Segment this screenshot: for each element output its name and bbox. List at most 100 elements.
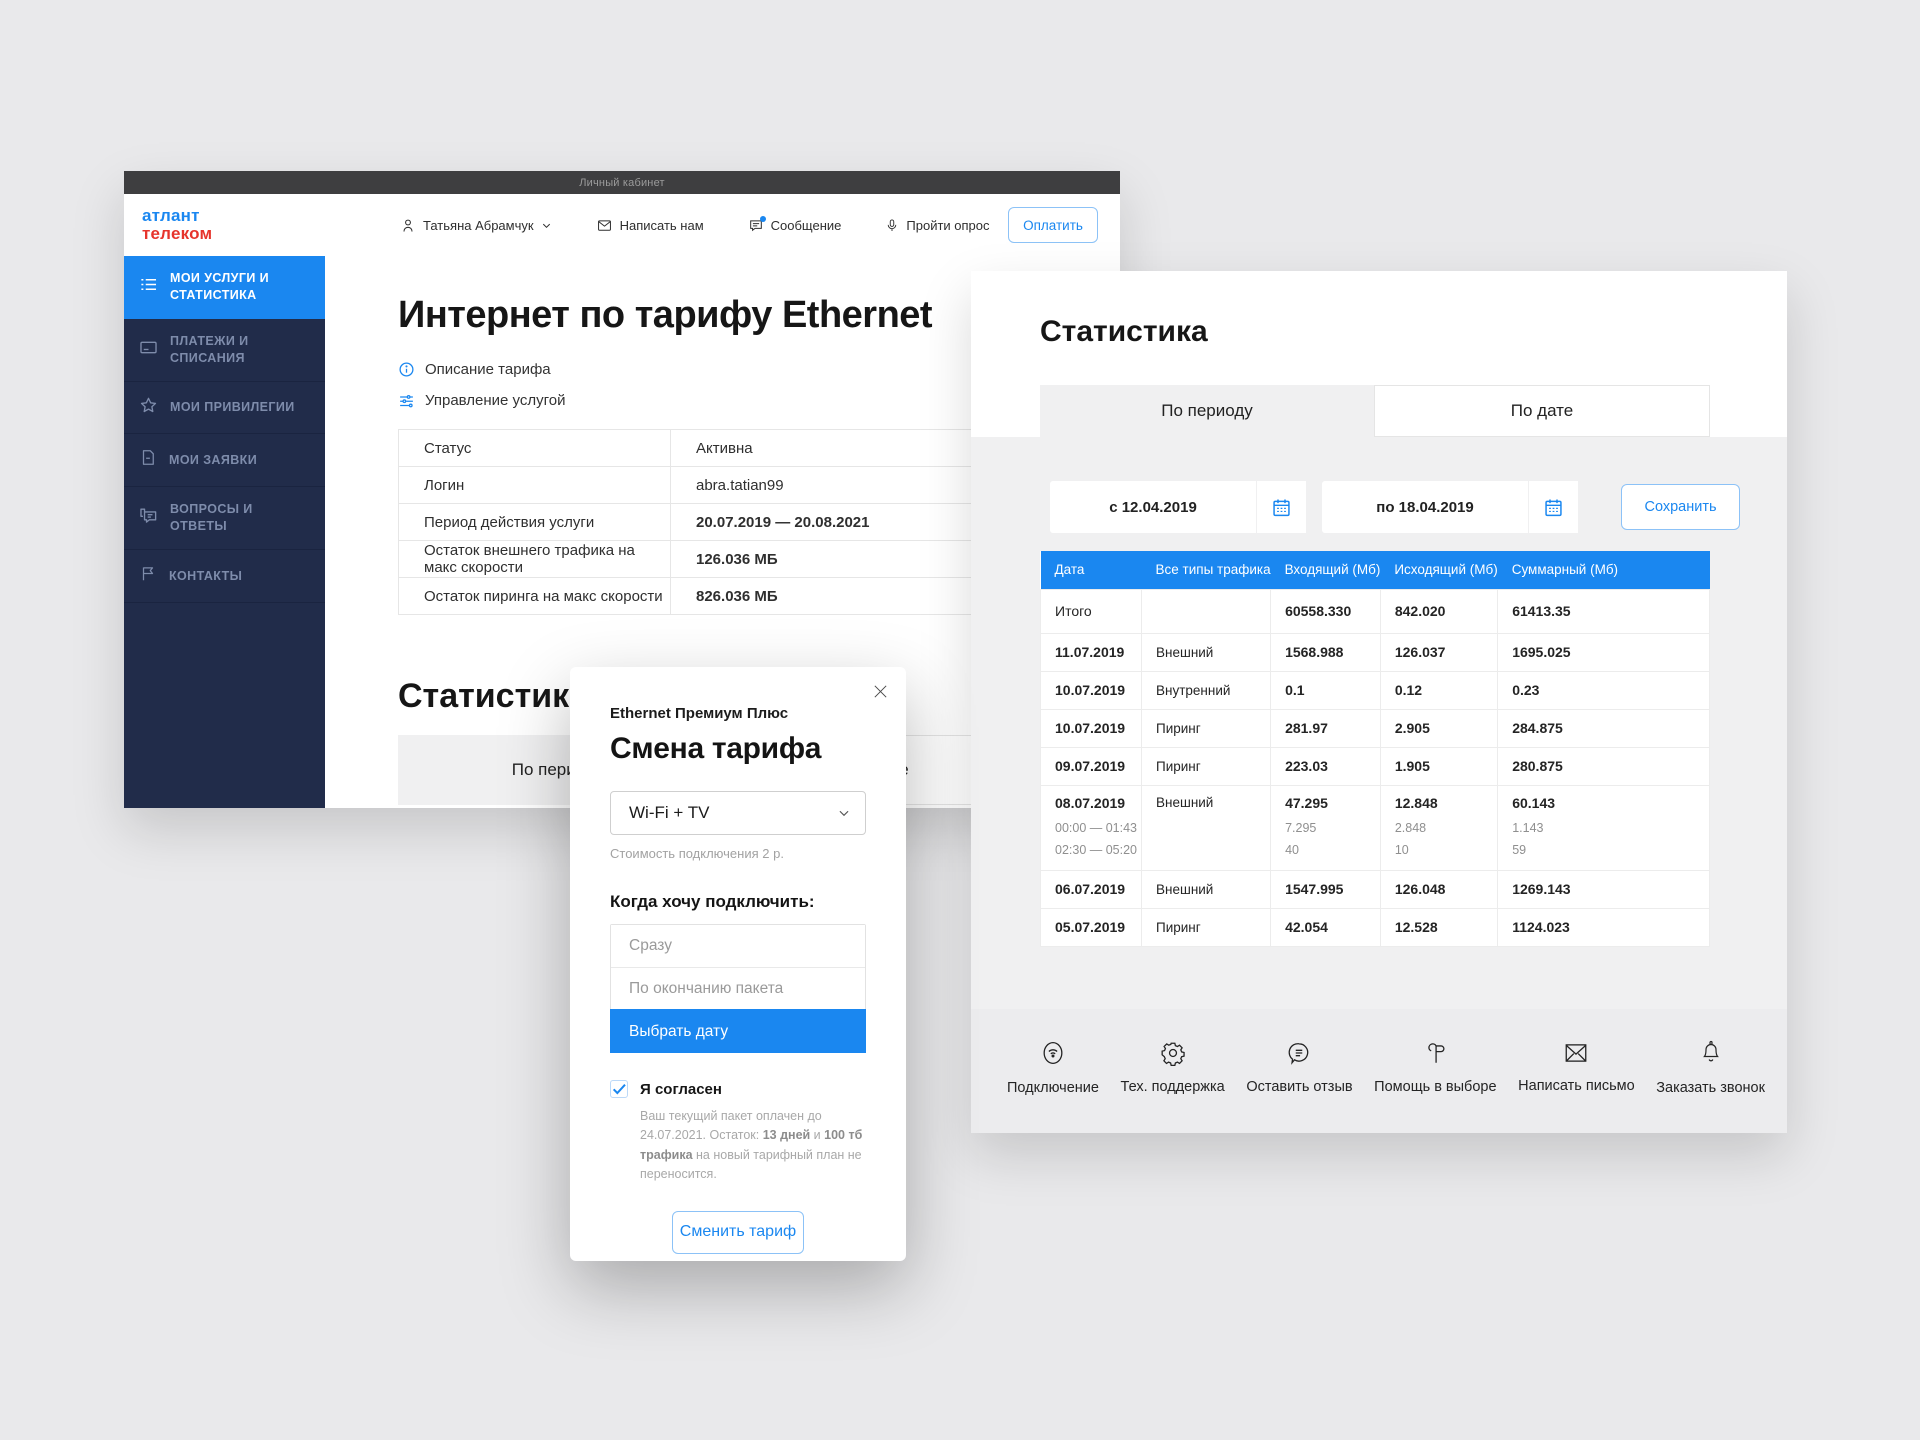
cell-incoming: 47.295 7.295 40 <box>1270 784 1381 871</box>
period-panel: с 12.04.2019 по 18.04.2019 Сохранить Дат… <box>971 437 1787 1009</box>
sub-value: 40 <box>1285 843 1299 857</box>
chevron-down-icon <box>541 220 552 231</box>
cell-total: 1695.025 <box>1497 632 1710 672</box>
table-row: Статус Активна <box>398 429 988 467</box>
cell-total: 0.23 <box>1497 670 1710 710</box>
write-us-link[interactable]: Написать нам <box>596 218 704 233</box>
close-icon[interactable] <box>868 679 892 703</box>
action-choice-help[interactable]: Помощь в выборе <box>1374 1040 1497 1095</box>
agree-label: Я согласен <box>640 1080 722 1098</box>
star-icon <box>139 396 158 420</box>
sidebar-item-label: КОНТАКТЫ <box>169 568 243 583</box>
tab-by-date[interactable]: По дате <box>1374 385 1710 437</box>
sub-value: 10 <box>1394 843 1409 857</box>
tariff-description-link[interactable]: Описание тарифа <box>398 361 1120 378</box>
change-tariff-button[interactable]: Сменить тариф <box>672 1210 804 1254</box>
info-value: Активна <box>670 429 988 467</box>
col-outgoing: Исходящий (Мб) <box>1380 551 1498 589</box>
action-tech-support[interactable]: Тех. поддержка <box>1121 1040 1225 1095</box>
cell-type: Пиринг <box>1141 746 1272 786</box>
sidebar-item-label: МОИ ЗАЯВКИ <box>169 452 258 467</box>
cell-incoming: 60558.330 <box>1270 588 1381 634</box>
table-row: 06.07.2019 Внешний 1547.995 126.048 1269… <box>1039 869 1710 909</box>
tariff-select[interactable]: Wi-Fi + TV <box>610 791 866 835</box>
cell-outgoing: 12.528 <box>1379 907 1499 947</box>
cell-date: 10.07.2019 <box>1039 670 1143 710</box>
option-choose-date[interactable]: Выбрать дату <box>610 1009 866 1053</box>
calendar-icon[interactable] <box>1528 481 1578 533</box>
action-feedback[interactable]: Оставить отзыв <box>1246 1040 1353 1095</box>
cell-type: Внешний <box>1141 632 1272 672</box>
calendar-icon[interactable] <box>1256 481 1306 533</box>
sidebar-item-privileges[interactable]: МОИ ПРИВИЛЕГИИ <box>124 382 325 435</box>
sidebar-item-label: МОИ ПРИВИЛЕГИИ <box>170 400 295 414</box>
cell-type <box>1141 588 1272 634</box>
sidebar-item-services[interactable]: МОИ УСЛУГИ И СТАТИСТИКА <box>124 256 325 319</box>
gear-icon <box>1160 1040 1186 1070</box>
titlebar-text: Личный кабинет <box>579 176 665 189</box>
pay-button[interactable]: Оплатить <box>1008 207 1098 243</box>
checkbox-checked-icon[interactable] <box>610 1080 628 1098</box>
user-menu[interactable]: Татьяна Абрамчук <box>400 217 552 234</box>
cell-date: 10.07.2019 <box>1039 708 1143 748</box>
tariff-select-value: Wi-Fi + TV <box>629 803 710 822</box>
user-name: Татьяна Абрамчук <box>423 217 534 233</box>
cell-total: 1269.143 <box>1497 869 1710 909</box>
cell-outgoing: 1.905 <box>1379 746 1499 786</box>
cell-outgoing: 2.905 <box>1379 708 1499 748</box>
cell-outgoing: 12.848 2.848 10 <box>1379 784 1499 871</box>
logo-line-2: телеком <box>142 224 213 243</box>
survey-label: Пройти опрос <box>906 217 990 233</box>
info-value: 126.036 МБ <box>670 540 988 578</box>
quick-actions-bar: Подключение Тех. поддержка Оставить отзы… <box>971 1009 1787 1133</box>
agree-checkbox-row[interactable]: Я согласен <box>610 1080 866 1098</box>
write-us-label: Написать нам <box>619 217 704 233</box>
messages-label: Сообщение <box>770 217 842 233</box>
flag-icon <box>139 564 157 588</box>
sidebar-item-faq[interactable]: ВОПРОСЫ И ОТВЕТЫ <box>124 487 325 550</box>
info-label: Остаток внешнего трафика на макс скорост… <box>398 540 671 578</box>
info-label: Период действия услуги <box>398 503 671 541</box>
option-immediately[interactable]: Сразу <box>611 925 865 967</box>
option-after-package[interactable]: По окончанию пакета <box>611 967 865 1009</box>
cell-total: 61413.35 <box>1497 588 1710 634</box>
tab-by-period[interactable]: По периоду <box>1040 385 1374 437</box>
sub-value: 1.143 <box>1512 820 1544 835</box>
sidebar-item-requests[interactable]: МОИ ЗАЯВКИ <box>124 434 325 488</box>
survey-link[interactable]: Пройти опрос <box>885 217 990 234</box>
brand-logo[interactable]: атлант телеком <box>142 207 252 243</box>
sidebar-item-payments[interactable]: ПЛАТЕЖИ И СПИСАНИЯ <box>124 319 325 382</box>
cell-outgoing: 0.12 <box>1379 670 1499 710</box>
action-order-call[interactable]: Заказать звонок <box>1656 1039 1765 1096</box>
col-type: Все типы трафика <box>1141 551 1271 589</box>
action-connection[interactable]: Подключение <box>1007 1039 1099 1096</box>
statistics-heading: Статистика <box>398 677 589 715</box>
col-incoming: Входящий (Мб) <box>1270 551 1381 589</box>
col-date: Дата <box>1040 551 1142 589</box>
info-icon <box>398 361 415 378</box>
messages-link[interactable]: Сообщение <box>748 215 842 233</box>
table-row: 05.07.2019 Пиринг 42.054 12.528 1124.023 <box>1039 907 1710 947</box>
cell-incoming: 223.03 <box>1270 746 1381 786</box>
action-write-letter[interactable]: Написать письмо <box>1518 1041 1635 1094</box>
cell-outgoing: 842.020 <box>1379 588 1499 634</box>
sub-value: 2.848 <box>1394 820 1427 835</box>
info-label: Логин <box>398 466 671 504</box>
change-tariff-modal: Ethernet Премиум Плюс Смена тарифа Wi-Fi… <box>570 667 906 1261</box>
date-to-input[interactable]: по 18.04.2019 <box>1322 481 1578 533</box>
wifi-icon <box>1040 1039 1066 1071</box>
sidebar-nav: МОИ УСЛУГИ И СТАТИСТИКА ПЛАТЕЖИ И СПИСАН… <box>124 256 325 808</box>
cell-incoming: 281.97 <box>1270 708 1381 748</box>
logo-line-1: атлант <box>142 206 200 226</box>
service-management-link[interactable]: Управление услугой <box>398 392 1120 409</box>
unread-dot <box>759 215 766 222</box>
save-button[interactable]: Сохранить <box>1621 484 1740 530</box>
info-value: 826.036 МБ <box>670 577 988 615</box>
sidebar-item-contacts[interactable]: КОНТАКТЫ <box>124 550 325 603</box>
table-total-row: Итого 60558.330 842.020 61413.35 <box>1039 588 1710 634</box>
info-label: Статус <box>398 429 671 467</box>
cell-total: 1124.023 <box>1497 907 1710 947</box>
info-value: abra.tatian99 <box>670 466 988 504</box>
sub-value: 59 <box>1512 843 1527 857</box>
date-from-input[interactable]: с 12.04.2019 <box>1050 481 1306 533</box>
